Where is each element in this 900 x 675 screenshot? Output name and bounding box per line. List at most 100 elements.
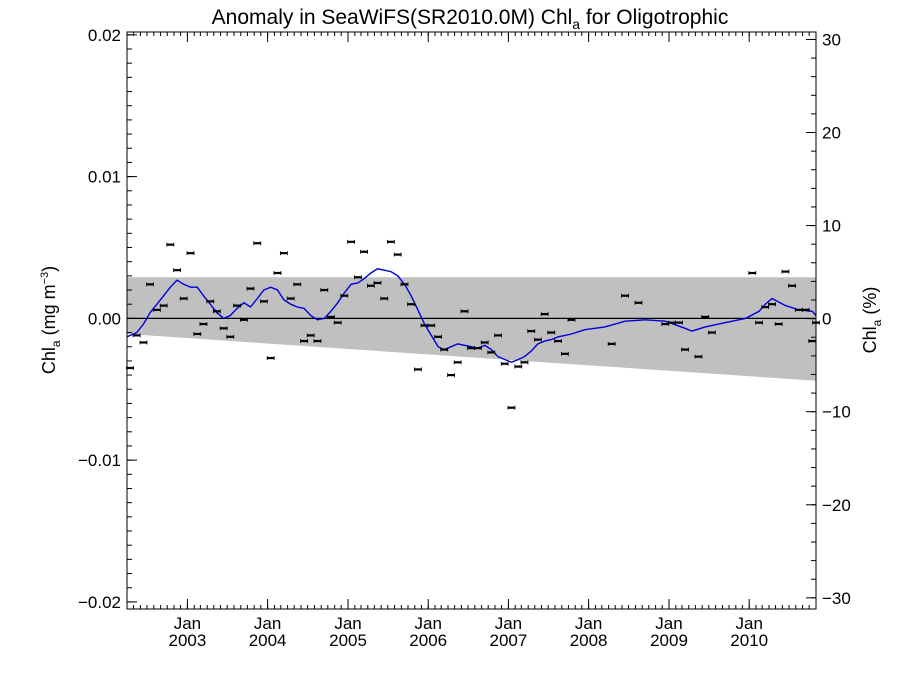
anomaly-marker xyxy=(373,280,382,285)
anomaly-marker xyxy=(520,360,529,365)
anomaly-marker xyxy=(460,309,469,314)
anomaly-marker xyxy=(212,309,221,314)
x-tick-label-year: 2003 xyxy=(169,631,207,650)
anomaly-marker xyxy=(132,333,141,338)
anomaly-marker xyxy=(166,242,175,247)
y-axis-right-label-subscript: a xyxy=(870,319,884,326)
anomaly-marker xyxy=(540,312,549,317)
anomaly-marker xyxy=(768,302,776,307)
anomaly-marker xyxy=(707,330,716,335)
anomaly-marker xyxy=(480,340,489,345)
anomaly-marker xyxy=(286,296,295,301)
x-tick-label-month: Jan xyxy=(735,614,762,633)
anomaly-marker xyxy=(347,239,356,244)
anomaly-marker xyxy=(293,282,302,287)
anomaly-marker xyxy=(259,299,268,304)
anomaly-marker xyxy=(152,307,161,312)
chart-title-subscript: a xyxy=(572,16,580,32)
anomaly-marker xyxy=(159,303,168,308)
anomaly-marker xyxy=(179,296,188,301)
anomaly-marker xyxy=(306,333,315,338)
anomaly-marker xyxy=(788,283,796,288)
anomaly-marker xyxy=(273,271,282,276)
y-axis-right-label: Chla (%) xyxy=(860,287,884,354)
anomaly-marker xyxy=(279,251,288,256)
plot-area: 0.020.010.00−0.01−0.023020100−10−20−30Ja… xyxy=(78,26,851,650)
anomaly-marker xyxy=(694,354,703,359)
uncertainty-band xyxy=(127,277,816,381)
anomaly-marker xyxy=(139,340,148,345)
anomaly-marker xyxy=(360,249,368,254)
anomaly-marker xyxy=(527,329,536,334)
x-tick-label-year: 2005 xyxy=(329,631,367,650)
y-axis-left-label-mid: (mg m xyxy=(39,284,59,340)
x-tick-label-year: 2009 xyxy=(650,631,688,650)
chart-title-suffix: for Oligotrophic xyxy=(580,6,728,29)
anomaly-marker xyxy=(354,275,362,280)
y-left-tick-label: 0.00 xyxy=(88,309,121,328)
x-tick-label-month: Jan xyxy=(254,614,281,633)
anomaly-marker xyxy=(326,314,335,319)
anomaly-marker xyxy=(253,241,262,246)
y-axis-left-label-subscript: a xyxy=(49,340,63,347)
anomaly-marker xyxy=(554,339,562,344)
y-right-tick-label: −10 xyxy=(822,403,851,422)
anomaly-marker xyxy=(300,339,308,344)
anomaly-marker xyxy=(206,299,215,304)
anomaly-marker xyxy=(400,282,409,287)
y-axis-left-label-suffix: ) xyxy=(39,266,59,272)
anomaly-marker xyxy=(386,239,395,244)
anomaly-marker xyxy=(634,300,643,305)
x-tick-label-year: 2007 xyxy=(489,631,527,650)
y-left-tick-label: −0.01 xyxy=(78,451,121,470)
anomaly-marker xyxy=(219,326,228,331)
anomaly-marker xyxy=(427,323,436,328)
anomaly-marker xyxy=(494,333,502,338)
anomaly-marker xyxy=(487,350,496,355)
anomaly-marker xyxy=(440,347,449,352)
anomaly-marker xyxy=(514,364,523,369)
y-axis-left-label-superscript: −3 xyxy=(39,272,51,285)
y-right-tick-label: 10 xyxy=(822,217,841,236)
running-mean-line xyxy=(126,268,817,364)
anomaly-marker xyxy=(146,282,154,287)
y-left-tick-label: 0.01 xyxy=(88,168,121,187)
anomaly-marker xyxy=(126,365,134,370)
anomaly-marker xyxy=(533,337,542,342)
anomaly-marker xyxy=(340,293,349,298)
anomaly-marker xyxy=(226,334,235,339)
anomaly-marker xyxy=(320,288,329,293)
y-right-tick-label: 0 xyxy=(822,310,831,329)
y-right-tick-label: 20 xyxy=(822,124,841,143)
y-left-tick-label: −0.02 xyxy=(78,593,121,612)
x-tick-label-year: 2004 xyxy=(249,631,287,650)
anomaly-marker xyxy=(186,251,195,256)
y-left-tick-label: 0.02 xyxy=(88,26,121,45)
anomaly-marker xyxy=(801,307,810,312)
anomaly-marker xyxy=(434,334,443,339)
anomaly-marker xyxy=(333,320,342,325)
chart-title: Anomaly in SeaWiFS(SR2010.0M) Chla for O… xyxy=(212,6,729,32)
y-axis-right-label-prefix: Chl xyxy=(860,326,880,353)
anomaly-marker xyxy=(413,367,422,372)
anomaly-marker xyxy=(547,330,556,335)
anomaly-marker xyxy=(313,339,322,344)
anomaly-marker xyxy=(607,341,616,346)
plot-frame xyxy=(126,31,817,610)
anomaly-marker xyxy=(453,360,462,365)
anomaly-marker xyxy=(366,283,375,288)
anomaly-marker xyxy=(380,296,389,301)
anomaly-marker xyxy=(781,269,790,274)
anomaly-marker xyxy=(774,322,783,327)
x-tick-label-month: Jan xyxy=(334,614,361,633)
x-tick-label-month: Jan xyxy=(495,614,522,633)
x-tick-label-month: Jan xyxy=(174,614,201,633)
anomaly-marker xyxy=(173,268,181,273)
y-axis-left-label-prefix: Chl xyxy=(39,347,59,374)
anomaly-marker xyxy=(199,322,208,327)
anomaly-marker xyxy=(407,302,415,307)
y-right-tick-label: −20 xyxy=(822,496,851,515)
anomaly-marker xyxy=(239,317,248,322)
y-right-tick-label: −30 xyxy=(822,589,851,608)
